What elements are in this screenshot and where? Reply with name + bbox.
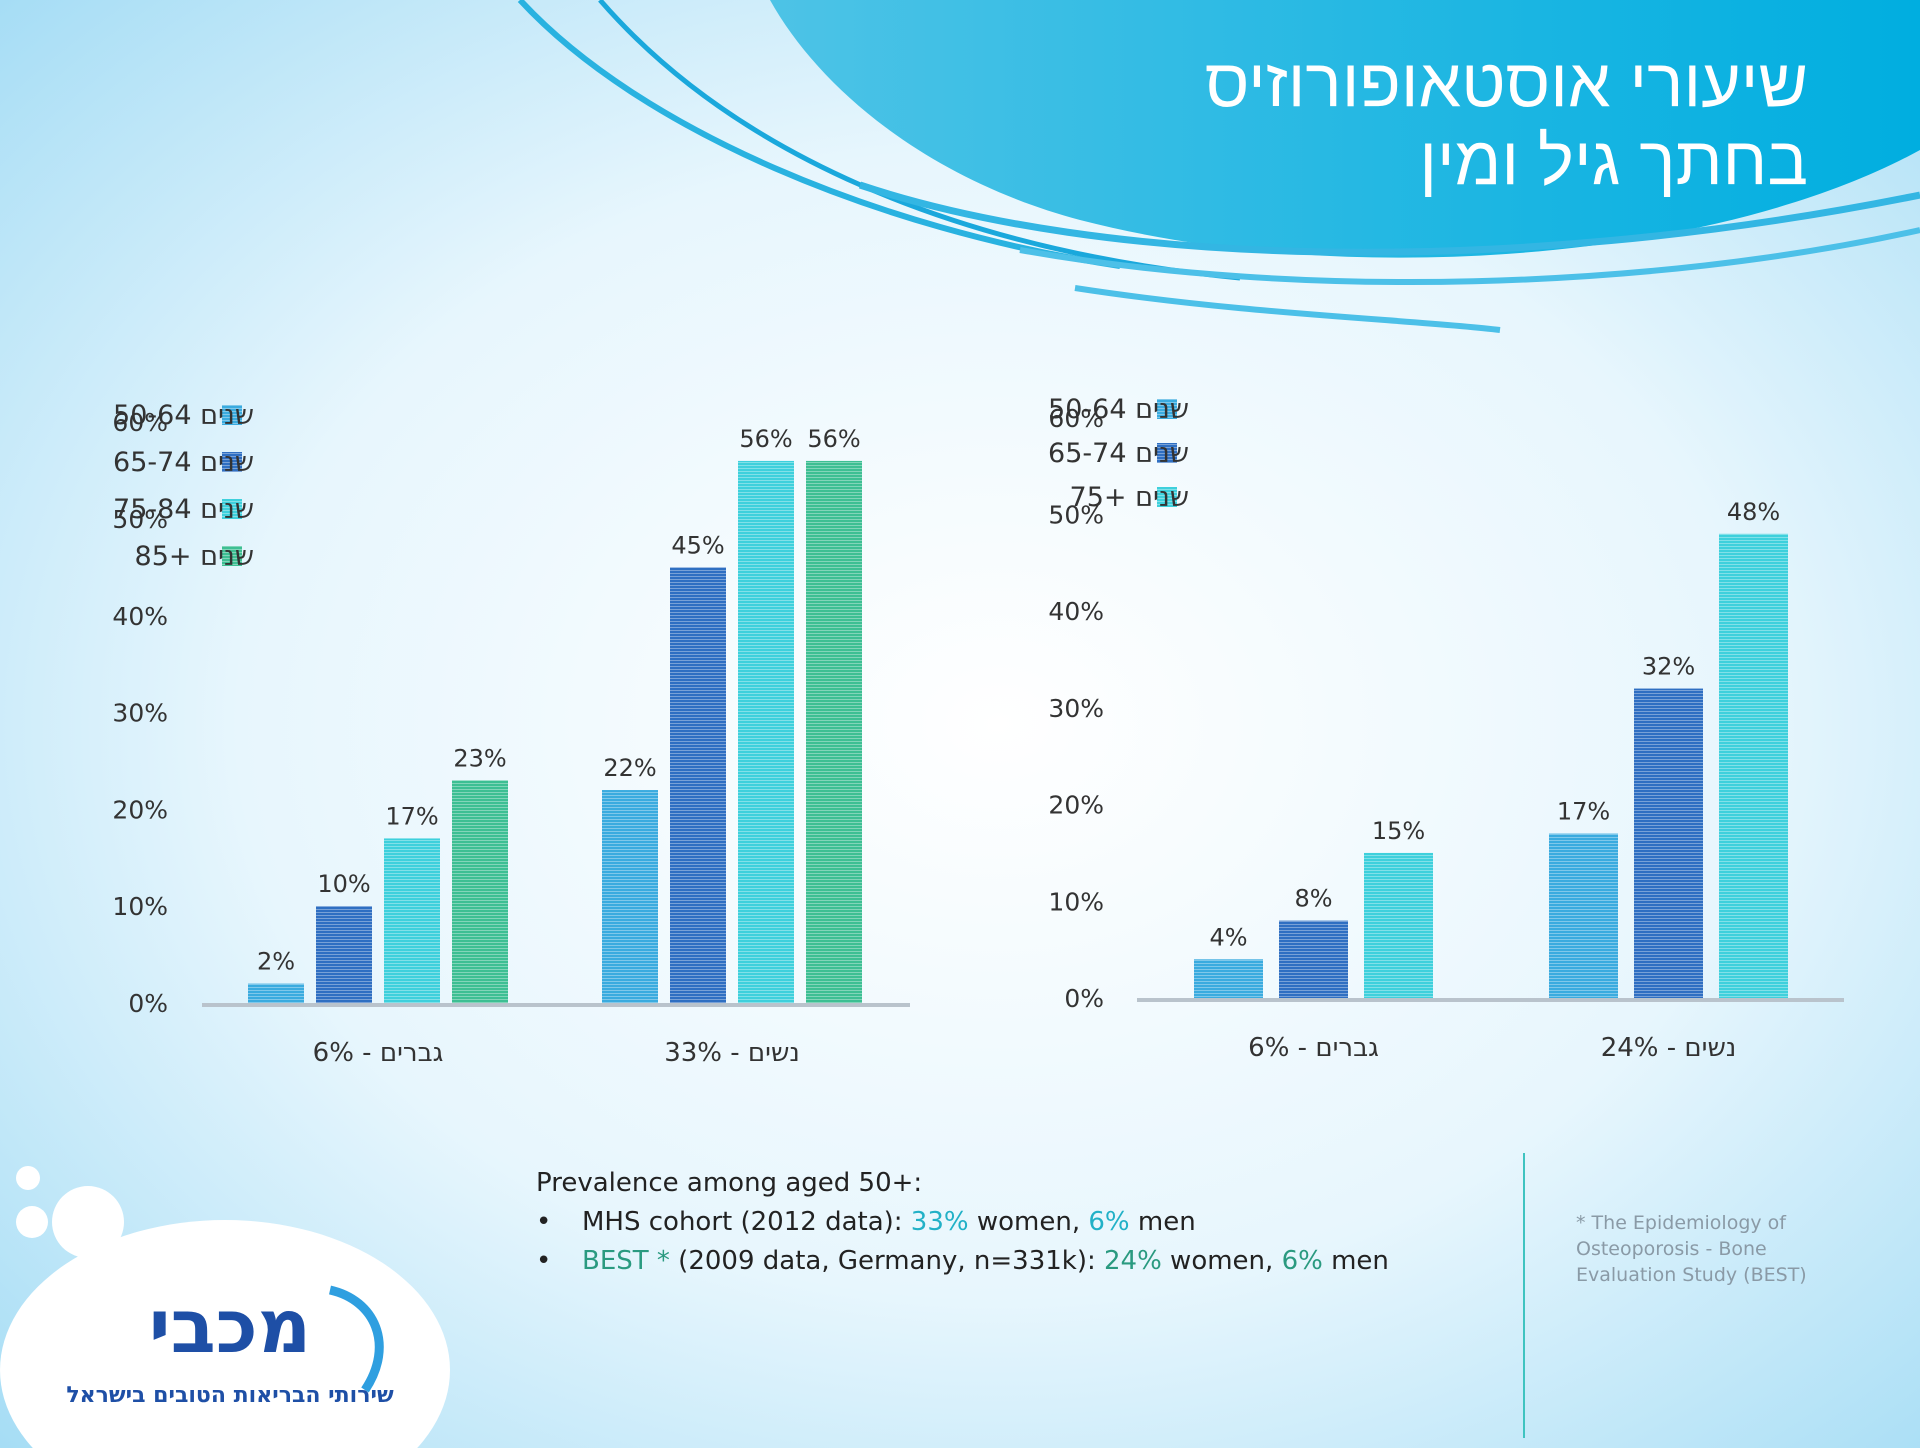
slide-title-line1: שיעורי אוסטאופורוזיס (1204, 45, 1808, 121)
logo-arc-icon (328, 1285, 384, 1393)
best-label: BEST * (582, 1246, 670, 1276)
legend-swatch-texture (222, 405, 242, 425)
bar-texture (248, 983, 304, 1003)
bullet-icon: • (536, 1246, 552, 1276)
data-label: 17% (385, 802, 438, 830)
legend-label: שנים 65-74 (113, 447, 254, 478)
header-swoosh (517, 0, 1920, 333)
category-label: נשים - 33% (664, 1038, 800, 1068)
legend-swatch-texture (222, 452, 242, 472)
prevalence-item-mhs: • MHS cohort (2012 data): 33% women, 6% m… (536, 1203, 1436, 1242)
footnote-line3: Evaluation Study (BEST) (1576, 1264, 1807, 1286)
data-label: 48% (1727, 498, 1780, 526)
bullet-icon: • (536, 1207, 552, 1237)
logo-wordmark: מכבי (149, 1284, 311, 1370)
mhs-men-pct: 6% (1088, 1207, 1130, 1237)
data-label: 56% (739, 425, 792, 453)
y-tick-label: 10% (112, 892, 168, 921)
data-label: 15% (1372, 817, 1425, 845)
legend-label: שנים +75 (1070, 482, 1189, 513)
legend-swatch-texture (222, 546, 242, 566)
bar-texture (602, 790, 658, 1003)
category-label: גברים - 6% (313, 1038, 444, 1068)
best-men-pct: 6% (1281, 1246, 1323, 1276)
mhs-men-word: men (1129, 1207, 1196, 1237)
bar-texture (316, 906, 372, 1003)
data-label: 56% (807, 425, 860, 453)
slide-title-line2: בחתך גיל ומין (1419, 123, 1808, 199)
bar-texture (806, 460, 862, 1003)
bar-texture (1719, 533, 1788, 998)
y-tick-label: 0% (1064, 984, 1104, 1013)
y-tick-label: 10% (1048, 887, 1104, 916)
y-tick-label: 50% (112, 505, 168, 534)
bar-texture (1549, 833, 1618, 998)
data-label: 2% (257, 948, 295, 976)
category-label: נשים - 24% (1601, 1033, 1737, 1063)
logo-tagline: שירותי הבריאות הטובים בישראל (66, 1383, 394, 1408)
data-label: 10% (317, 870, 370, 898)
footnote-line1: * The Epidemiology of (1576, 1212, 1786, 1234)
bar-texture (384, 838, 440, 1003)
data-label: 22% (603, 754, 656, 782)
bar-texture (1194, 959, 1263, 998)
bar-texture (1634, 688, 1703, 998)
bar-texture (738, 460, 794, 1003)
data-label: 32% (1642, 653, 1695, 681)
y-tick-label: 0% (128, 989, 168, 1018)
legend-label: שנים 75-84 (113, 494, 254, 525)
data-label: 4% (1209, 923, 1247, 951)
bar-texture (1364, 852, 1433, 998)
y-tick-label: 40% (1048, 597, 1104, 626)
y-tick-label: 40% (112, 602, 168, 631)
best-women-word: women, (1161, 1246, 1282, 1276)
data-label: 8% (1294, 885, 1332, 913)
legend-swatch-texture (1157, 443, 1177, 463)
y-tick-label: 30% (1048, 694, 1104, 723)
mhs-women-pct: 33% (910, 1207, 969, 1237)
bar-texture (670, 567, 726, 1003)
legend-label: שנים 50-64 (113, 400, 254, 431)
data-label: 17% (1557, 798, 1610, 826)
prevalence-heading: Prevalence among aged 50+: (536, 1168, 923, 1198)
legend-label: שנים 50-64 (1048, 394, 1189, 425)
y-tick-label: 60% (112, 408, 168, 437)
y-tick-label: 20% (112, 795, 168, 824)
data-label: 45% (671, 531, 724, 559)
best-detail: (2009 data, Germany, n=331k): (669, 1246, 1104, 1276)
mhs-label: MHS cohort (2012 data): (582, 1207, 911, 1237)
legend-label: שנים 65-74 (1048, 438, 1189, 469)
best-men-word: men (1322, 1246, 1389, 1276)
bar-texture (452, 780, 508, 1003)
footnote-line2: Osteoporosis - Bone (1576, 1238, 1767, 1260)
y-tick-label: 50% (1048, 501, 1104, 530)
footnote: * The Epidemiology of Osteoporosis - Bon… (1576, 1210, 1906, 1288)
data-label: 23% (453, 744, 506, 772)
best-women-pct: 24% (1104, 1246, 1162, 1276)
vertical-divider (1523, 1153, 1525, 1438)
y-tick-label: 60% (1048, 404, 1104, 433)
legend-swatch-texture (1157, 399, 1177, 419)
legend-swatch-texture (222, 499, 242, 519)
category-label: גברים - 6% (1248, 1033, 1379, 1063)
bar-texture (1279, 920, 1348, 998)
prevalence-item-best: • BEST * (2009 data, Germany, n=331k): 24… (536, 1242, 1436, 1281)
y-tick-label: 30% (112, 699, 168, 728)
y-tick-label: 20% (1048, 791, 1104, 820)
logo-bubble-decoration (0, 1166, 450, 1448)
legend-label: שנים +85 (135, 541, 254, 572)
mhs-women-word: women, (968, 1207, 1089, 1237)
prevalence-notes: Prevalence among aged 50+: • MHS cohort (… (536, 1164, 1436, 1281)
legend-swatch-texture (1157, 487, 1177, 507)
maccabi-logo: מכבי שירותי הבריאות הטובים בישראל (66, 1284, 394, 1408)
